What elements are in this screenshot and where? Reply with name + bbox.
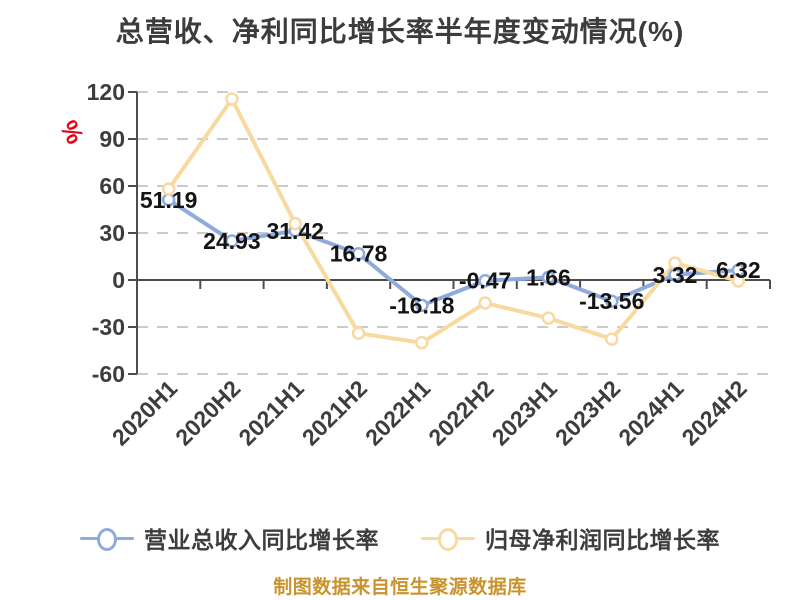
data-label: 6.32: [716, 257, 761, 283]
legend-item-net-profit[interactable]: 归母净利润同比增长率: [421, 521, 720, 555]
revenue-data-point[interactable]: [541, 270, 556, 285]
revenue-line: [166, 197, 741, 308]
data-label: -13.56: [579, 288, 644, 314]
net-profit-data-point[interactable]: [225, 92, 239, 106]
y-axis-label: -30: [92, 314, 125, 340]
x-axis-label: 2020H2: [170, 375, 245, 450]
chart-legend: 营业总收入同比增长率 归母净利润同比增长率: [0, 521, 800, 555]
data-source-note: 制图数据来自恒生聚源数据库: [273, 577, 527, 598]
net-profit-data-point[interactable]: [415, 335, 429, 350]
x-axis-label: 2023H1: [487, 375, 563, 451]
revenue-data-point[interactable]: [478, 273, 492, 288]
revenue-data-point[interactable]: [225, 234, 239, 248]
y-axis-label: 30: [99, 220, 125, 246]
y-axis-label: 120: [87, 79, 125, 105]
x-axis-label: 2022H2: [423, 375, 498, 450]
revenue-data-point[interactable]: [351, 246, 366, 261]
data-label: -0.47: [459, 268, 511, 294]
net-profit-legend-marker-icon: [421, 525, 475, 551]
revenue-data-point[interactable]: [415, 298, 429, 313]
y-axis-label: 0: [112, 267, 125, 293]
net-profit-data-point[interactable]: [731, 274, 746, 288]
net-profit-data-point[interactable]: [478, 296, 492, 310]
net-profit-data-point[interactable]: [288, 216, 302, 231]
y-axis-label: -60: [92, 361, 125, 387]
net-profit-data-point[interactable]: [541, 311, 556, 325]
data-label: 16.78: [330, 241, 388, 267]
data-label: 3.32: [653, 262, 698, 288]
data-label: 31.42: [266, 218, 324, 244]
data-label: 51.19: [140, 187, 198, 213]
x-axis-label: 2021H1: [233, 375, 309, 451]
chart-title: 总营收、净利同比增长率半年度变动情况(%): [115, 16, 685, 47]
revenue-data-point[interactable]: [605, 294, 619, 308]
y-axis-label: 60: [99, 173, 125, 199]
net-profit-line: [166, 97, 741, 345]
net-profit-data-point[interactable]: [161, 182, 176, 196]
net-profit-data-point[interactable]: [668, 256, 682, 270]
x-axis-label: 2021H2: [297, 375, 372, 450]
x-axis-label: 2023H2: [550, 375, 625, 450]
data-label: 24.93: [203, 228, 261, 254]
x-axis-label: 2024H1: [613, 375, 689, 451]
data-label: -16.18: [389, 292, 454, 318]
legend-label-net-profit: 归母净利润同比增长率: [485, 527, 720, 553]
net-profit-data-point[interactable]: [605, 332, 619, 346]
net-profit-data-point[interactable]: [351, 326, 366, 341]
x-axis-label: 2024H2: [677, 375, 752, 450]
data-label: 1.66: [526, 264, 571, 290]
y-axis-label: 90: [99, 126, 125, 152]
x-axis-label: 2022H1: [360, 375, 436, 451]
legend-item-revenue[interactable]: 营业总收入同比增长率: [80, 521, 379, 555]
legend-label-revenue: 营业总收入同比增长率: [144, 527, 379, 553]
revenue-legend-marker-icon: [80, 525, 134, 551]
